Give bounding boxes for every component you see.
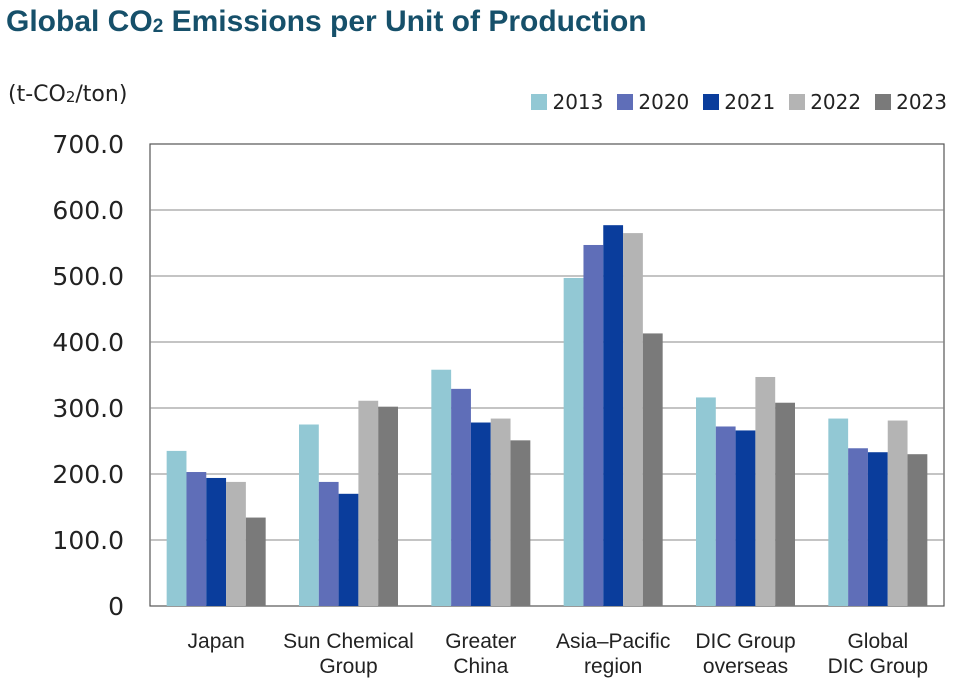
x-category-label: Japan bbox=[188, 630, 245, 653]
bar-2013-1 bbox=[299, 424, 319, 606]
legend-swatch bbox=[617, 94, 634, 110]
bar-2021-0 bbox=[206, 477, 227, 606]
bar-2013-2 bbox=[431, 369, 452, 606]
bar-2020-0 bbox=[186, 472, 207, 606]
bar-2022-0 bbox=[226, 481, 246, 606]
legend-swatch bbox=[703, 94, 720, 110]
legend-item-2013: 2013 bbox=[531, 90, 603, 114]
y-tick-label: 100.0 bbox=[52, 526, 124, 555]
legend-item-2023: 2023 bbox=[875, 90, 947, 114]
x-category-label: Global DIC Group bbox=[828, 630, 928, 678]
bar-2022-3 bbox=[623, 233, 643, 606]
bar-2023-4 bbox=[775, 402, 795, 606]
bar-2020-3 bbox=[583, 244, 604, 607]
bar-2022-2 bbox=[490, 418, 511, 606]
y-tick-label: 600.0 bbox=[52, 196, 124, 225]
bar-2013-3 bbox=[563, 277, 584, 606]
bar-2021-4 bbox=[735, 430, 756, 606]
bar-2023-3 bbox=[642, 333, 663, 606]
legend-swatch bbox=[789, 94, 806, 110]
bar-2023-2 bbox=[510, 440, 531, 606]
bar-2023-0 bbox=[245, 517, 266, 606]
y-tick-label: 700.0 bbox=[52, 130, 124, 159]
legend-label: 2022 bbox=[810, 90, 862, 114]
bar-2020-4 bbox=[715, 426, 736, 606]
bar-2022-5 bbox=[887, 420, 908, 606]
legend-label: 2023 bbox=[896, 90, 947, 114]
bar-2021-2 bbox=[470, 422, 491, 606]
bar-2021-3 bbox=[603, 225, 624, 606]
bar-2013-4 bbox=[696, 397, 716, 606]
legend-label: 2020 bbox=[638, 90, 690, 114]
y-tick-label: 200.0 bbox=[52, 460, 124, 489]
bar-2022-4 bbox=[755, 376, 776, 606]
legend-swatch bbox=[531, 94, 548, 110]
bar-2020-1 bbox=[318, 481, 339, 606]
bar-2023-5 bbox=[907, 454, 928, 606]
bar-2022-1 bbox=[358, 400, 379, 606]
bar-2021-1 bbox=[338, 493, 359, 606]
x-category-label: Sun Chemical Group bbox=[283, 630, 414, 678]
legend-label: 2021 bbox=[724, 90, 776, 114]
legend-item-2021: 2021 bbox=[703, 90, 775, 114]
x-category-label: Asia–Pacific region bbox=[556, 630, 670, 678]
legend: 2013 2020 2021 2022 2023 bbox=[531, 90, 947, 114]
chart-title: Global CO2 Emissions per Unit of Product… bbox=[6, 5, 647, 38]
legend-item-2020: 2020 bbox=[617, 90, 689, 114]
bar-2013-0 bbox=[166, 450, 187, 606]
y-tick-label: 400.0 bbox=[52, 328, 124, 357]
bar-2023-1 bbox=[378, 406, 398, 606]
bar-2013-5 bbox=[828, 418, 849, 606]
x-category-label: Greater China bbox=[445, 630, 516, 678]
legend-label: 2013 bbox=[552, 90, 604, 114]
bar-2020-2 bbox=[451, 388, 471, 606]
bar-2020-5 bbox=[848, 448, 868, 606]
legend-item-2022: 2022 bbox=[789, 90, 861, 114]
x-category-label: DIC Group overseas bbox=[695, 630, 795, 678]
y-tick-label: 500.0 bbox=[52, 262, 124, 291]
legend-swatch bbox=[875, 94, 892, 110]
y-axis-unit-label: (t-CO2/ton) bbox=[8, 82, 128, 107]
bar-2021-5 bbox=[867, 452, 888, 606]
plot-frame bbox=[149, 143, 945, 607]
y-tick-label: 0 bbox=[108, 592, 124, 621]
y-tick-label: 300.0 bbox=[52, 394, 124, 423]
